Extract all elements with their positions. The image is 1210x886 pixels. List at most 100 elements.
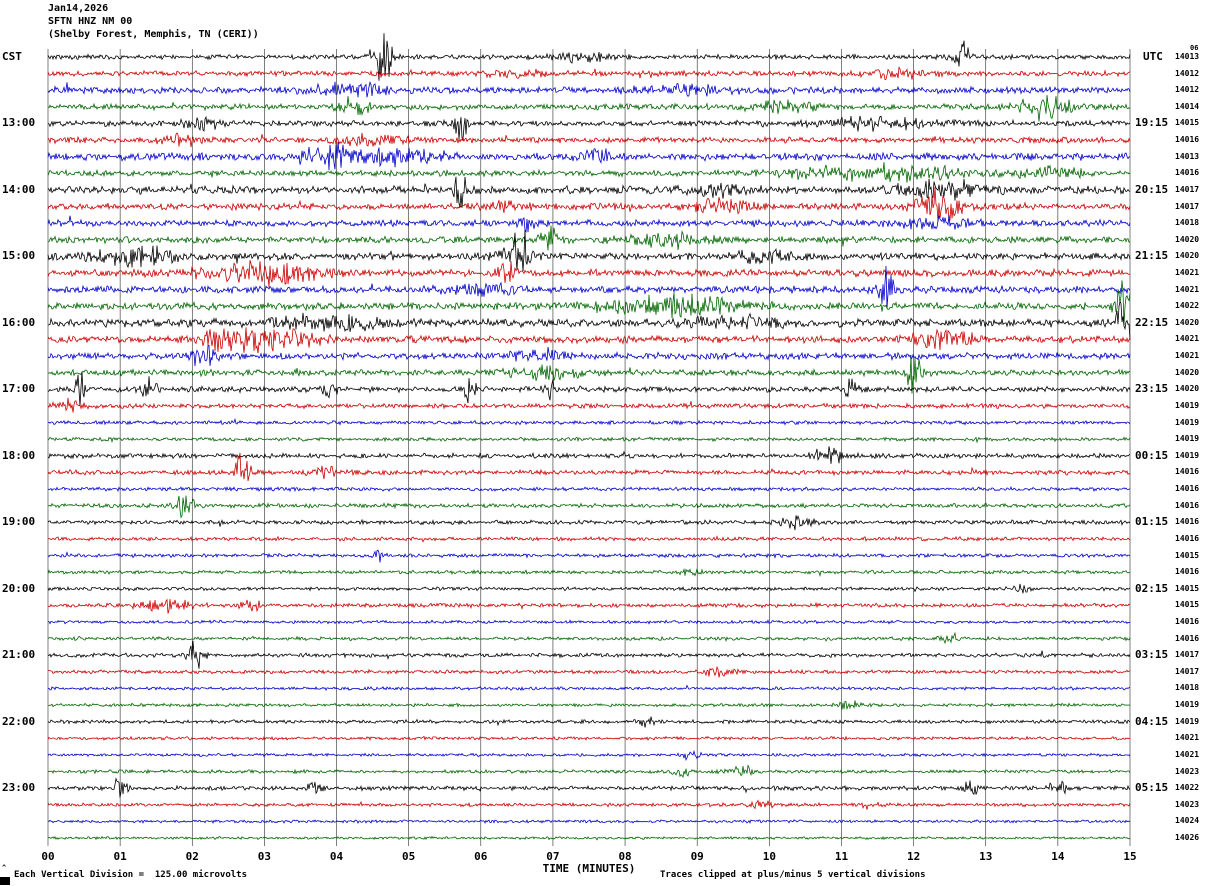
trace-id-label: 14019 bbox=[1175, 400, 1200, 410]
trace-id-label: 14019 bbox=[1175, 700, 1200, 710]
trace-id-label: 14021 bbox=[1175, 268, 1200, 278]
trace-id-label: 14020 bbox=[1175, 251, 1200, 261]
hour-label-right: 20:15 bbox=[1135, 182, 1169, 196]
trace-id-label: 14021 bbox=[1175, 351, 1200, 361]
trace-id-label: 14016 bbox=[1175, 517, 1200, 527]
x-tick-label: 03 bbox=[257, 850, 272, 863]
pen-position-mark bbox=[0, 877, 10, 885]
seismogram-trace bbox=[47, 567, 1131, 577]
seismogram-trace bbox=[47, 162, 1131, 183]
hour-label-left: 14:00 bbox=[2, 182, 36, 196]
hour-label-right: 05:15 bbox=[1135, 781, 1169, 795]
trace-id-label: 14022 bbox=[1175, 301, 1200, 311]
hour-label-right: 03:15 bbox=[1135, 648, 1169, 662]
hour-label-left: 17:00 bbox=[2, 382, 36, 396]
x-tick-label: 12 bbox=[906, 850, 921, 863]
x-tick-label: 01 bbox=[113, 850, 127, 863]
trace-id-label: 14023 bbox=[1175, 766, 1200, 776]
seismogram-trace bbox=[47, 749, 1131, 762]
trace-id-label: 14015 bbox=[1175, 600, 1200, 610]
hour-label-right: 01:15 bbox=[1135, 515, 1169, 529]
x-tick-label: 08 bbox=[618, 850, 632, 863]
trace-id-label: 14016 bbox=[1175, 533, 1200, 543]
x-tick-label: 05 bbox=[402, 850, 416, 863]
seismogram-trace bbox=[47, 436, 1131, 444]
trace-id-label: 14015 bbox=[1175, 550, 1200, 560]
trace-id-label: 14024 bbox=[1175, 816, 1200, 826]
seismogram-trace bbox=[47, 132, 1131, 148]
header-location: (Shelby Forest, Memphis, TN (CERI)) bbox=[48, 29, 259, 40]
trace-id-label: 14015 bbox=[1175, 118, 1200, 128]
tz-label-right: UTC bbox=[1143, 50, 1163, 63]
trace-id-label: 14019 bbox=[1175, 434, 1200, 444]
hour-label-right: 19:15 bbox=[1135, 116, 1169, 130]
trace-id-label: 14016 bbox=[1175, 616, 1200, 626]
seismogram-trace bbox=[47, 446, 1131, 464]
seismogram-trace bbox=[47, 684, 1131, 692]
trace-id-label: 14013 bbox=[1175, 151, 1200, 161]
trace-id-label: 14020 bbox=[1175, 384, 1200, 394]
trace-id-label: 14026 bbox=[1175, 832, 1200, 842]
trace-id-label: 14017 bbox=[1175, 201, 1200, 211]
seismogram-trace bbox=[47, 229, 1131, 272]
scale-note: Each Vertical Division = 125.00 microvol… bbox=[14, 870, 247, 880]
trace-id-label: 14021 bbox=[1175, 749, 1200, 759]
hour-label-right: 00:15 bbox=[1135, 448, 1169, 462]
header-station: SFTN HNZ NM 00 bbox=[48, 16, 133, 27]
hour-label-left: 23:00 bbox=[2, 781, 36, 795]
x-tick-label: 04 bbox=[329, 850, 344, 863]
seismogram-trace bbox=[47, 354, 1131, 394]
hour-label-right: 23:15 bbox=[1135, 382, 1169, 396]
seismogram-trace bbox=[47, 700, 1131, 711]
seismogram-trace bbox=[47, 452, 1131, 482]
trace-id-label: 14019 bbox=[1175, 450, 1200, 460]
header-date: Jan14,2026 bbox=[48, 3, 109, 14]
hour-label-right: 02:15 bbox=[1135, 581, 1169, 595]
seismogram-trace bbox=[47, 818, 1131, 824]
trace-id-label: 14013 bbox=[1175, 52, 1200, 61]
hour-label-left: 16:00 bbox=[2, 315, 36, 329]
seismogram-trace bbox=[47, 640, 1131, 669]
x-tick-label: 15 bbox=[1123, 850, 1137, 863]
seismogram-trace bbox=[47, 280, 1131, 326]
x-tick-label: 09 bbox=[690, 850, 704, 863]
x-tick-label: 06 bbox=[474, 850, 488, 863]
seismogram-trace bbox=[47, 33, 1131, 81]
hour-label-right: 04:15 bbox=[1135, 714, 1169, 728]
seismogram-trace bbox=[47, 764, 1131, 779]
x-tick-label: 14 bbox=[1051, 850, 1065, 863]
trace-id-label: 14021 bbox=[1175, 733, 1200, 743]
trace-id-label: 14016 bbox=[1175, 168, 1200, 178]
tz-label-left: CST bbox=[2, 50, 22, 63]
hour-label-left: 18:00 bbox=[2, 448, 36, 462]
x-axis-title: TIME (MINUTES) bbox=[542, 862, 636, 875]
seismogram-trace bbox=[47, 417, 1131, 426]
trace-id-label: 14022 bbox=[1175, 783, 1200, 793]
trace-id-label: 14021 bbox=[1175, 334, 1200, 344]
hour-label-left: 20:00 bbox=[2, 581, 36, 595]
trace-id-label: 14016 bbox=[1175, 484, 1200, 494]
hour-label-left: 15:00 bbox=[2, 249, 36, 263]
hour-label-right: 22:15 bbox=[1135, 315, 1169, 329]
seismogram-trace bbox=[47, 371, 1131, 407]
seismogram-trace bbox=[47, 535, 1131, 543]
trace-id-label: 14012 bbox=[1175, 85, 1200, 95]
trace-id-label: 14017 bbox=[1175, 650, 1200, 660]
trace-id-label: 14017 bbox=[1175, 666, 1200, 676]
seismogram-trace bbox=[47, 495, 1131, 519]
seismogram-trace bbox=[47, 215, 1131, 233]
x-tick-label: 11 bbox=[834, 850, 849, 863]
top-right-index: 06 bbox=[1190, 44, 1199, 52]
seismogram-trace bbox=[47, 583, 1131, 594]
seismogram-trace bbox=[47, 397, 1131, 413]
trace-id-label: 14016 bbox=[1175, 567, 1200, 577]
seismogram-trace bbox=[47, 327, 1131, 354]
trace-id-label: 14017 bbox=[1175, 184, 1200, 194]
trace-id-label: 14020 bbox=[1175, 234, 1200, 244]
trace-id-label: 14016 bbox=[1175, 633, 1200, 643]
seismogram-trace bbox=[47, 716, 1131, 728]
seismogram-trace bbox=[47, 598, 1131, 614]
trace-id-label: 14018 bbox=[1175, 218, 1200, 228]
